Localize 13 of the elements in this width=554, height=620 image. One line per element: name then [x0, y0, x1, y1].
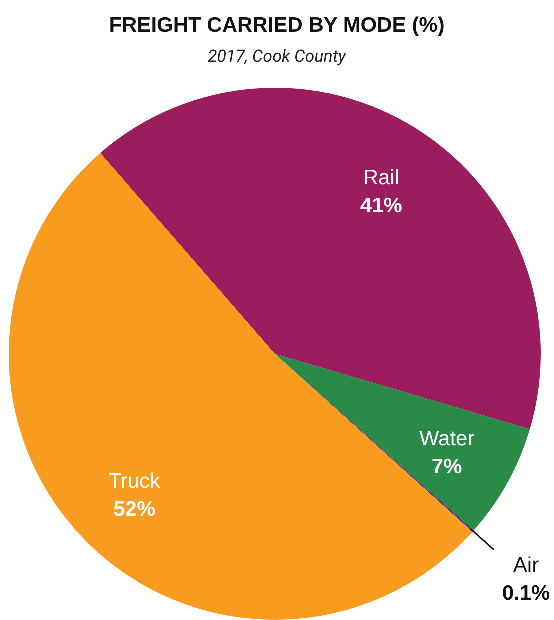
pie-slice	[100, 88, 541, 430]
data-label: 0.1%	[502, 582, 551, 605]
slice-label: Rail	[363, 166, 400, 190]
chart-subtitle: 2017, Cook County	[208, 47, 348, 67]
slice-label: Water	[419, 428, 475, 451]
data-label: 52%	[114, 498, 156, 521]
pie-slice	[275, 354, 530, 531]
slice-label: Truck	[108, 470, 161, 493]
chart-title: FREIGHT CARRIED BY MODE (%)	[109, 14, 445, 37]
slice-label: Air	[513, 554, 540, 577]
data-label: 41%	[360, 194, 403, 218]
data-label: 7%	[432, 456, 463, 479]
pie-slice	[9, 153, 473, 620]
